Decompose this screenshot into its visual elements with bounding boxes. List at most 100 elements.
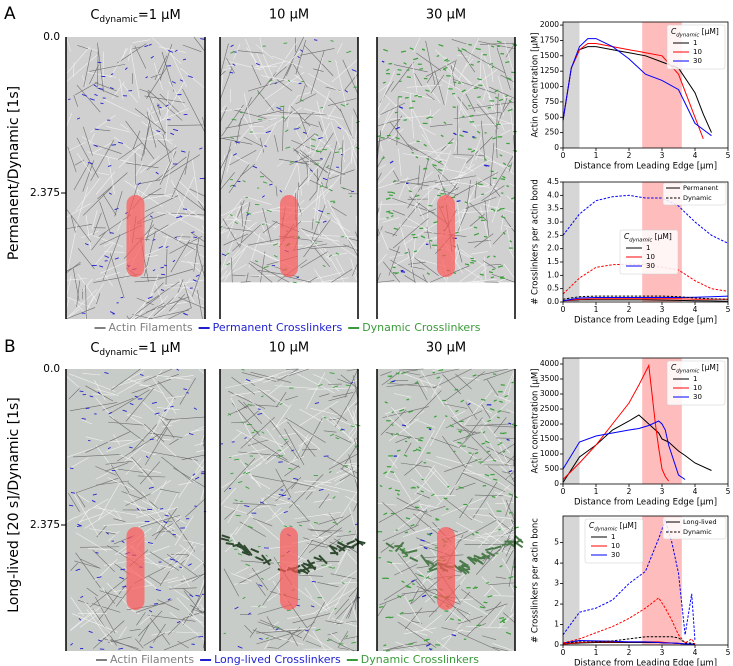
crosslinker [391, 191, 396, 195]
y-tick-label: 2.5 [547, 230, 559, 239]
filament [192, 159, 199, 199]
crosslinker [246, 213, 250, 216]
filament [256, 630, 301, 645]
bundle [425, 559, 435, 566]
y-tick-label: 3000 [540, 389, 559, 398]
filament [146, 147, 177, 171]
filament [125, 457, 142, 475]
filament [142, 106, 168, 117]
crosslinker [262, 181, 268, 184]
filament [185, 498, 206, 518]
crosslinker [100, 102, 104, 105]
filament [335, 434, 352, 443]
filament [339, 474, 351, 482]
filament [168, 556, 189, 572]
filament [353, 501, 359, 512]
filament [131, 458, 154, 485]
filament [79, 512, 106, 522]
filament [457, 615, 483, 625]
filament [125, 493, 151, 506]
series-line [562, 295, 729, 302]
filament [475, 148, 481, 161]
filament [505, 499, 516, 522]
crosslinker [328, 60, 332, 63]
crosslinker [155, 171, 159, 175]
filament [494, 147, 516, 156]
filament [287, 421, 316, 457]
filament [257, 621, 291, 633]
filament [234, 128, 250, 146]
filament [134, 151, 136, 185]
filament [322, 415, 359, 444]
filament [279, 112, 327, 116]
filament [246, 47, 257, 63]
crosslinker [488, 271, 493, 274]
filament [281, 49, 302, 71]
crosslinker [226, 262, 231, 266]
filament [141, 187, 162, 200]
filament [383, 647, 401, 652]
filament [509, 583, 516, 594]
filament [336, 43, 343, 54]
filament [170, 239, 190, 273]
filament [434, 70, 445, 106]
filament [426, 84, 441, 104]
filament [92, 507, 139, 516]
filament [155, 374, 192, 381]
crosslinker [499, 565, 503, 568]
filament [163, 235, 169, 249]
filament [343, 462, 359, 465]
filament [471, 251, 488, 255]
filament [130, 292, 154, 320]
filament [382, 524, 420, 542]
filament [376, 167, 395, 186]
filament [303, 218, 332, 258]
crosslinker [334, 607, 337, 610]
bundle [237, 541, 248, 554]
filament [155, 492, 178, 535]
filament [456, 577, 466, 590]
crosslinker [109, 87, 114, 90]
filament [331, 59, 358, 83]
filament [143, 632, 166, 647]
filament [242, 410, 259, 425]
x-axis-label: Distance from Leading Edge [μm] [574, 659, 717, 666]
filament [403, 627, 437, 635]
filament [414, 578, 436, 604]
filament [95, 504, 122, 521]
filament [498, 444, 516, 479]
crosslinker [379, 606, 384, 608]
crosslinker [237, 553, 243, 556]
filament [305, 234, 355, 238]
filament [65, 307, 96, 320]
label-sub: dynamic [99, 15, 138, 25]
filament [308, 157, 326, 179]
filament [310, 50, 325, 95]
filament [466, 179, 471, 209]
filament [455, 522, 489, 541]
y-axis-label: Actin concentration [μM] [531, 368, 541, 473]
filament [254, 65, 278, 68]
crosslinker [379, 484, 383, 488]
filament [109, 416, 145, 442]
crosslinker [461, 48, 467, 52]
filament [139, 88, 151, 93]
filament [184, 284, 192, 309]
crosslinker [481, 442, 486, 445]
label-sub: dynamic [676, 368, 699, 374]
filament [301, 121, 319, 127]
crosslinker [429, 239, 433, 242]
crosslinker [477, 60, 481, 63]
crosslinker [448, 142, 453, 145]
filament [94, 82, 117, 92]
filament [219, 43, 229, 77]
filament [87, 151, 136, 165]
crosslinker [199, 147, 203, 150]
filament [113, 434, 121, 446]
filament [97, 42, 104, 92]
filament [113, 508, 122, 520]
filament [178, 480, 198, 486]
filament [302, 601, 326, 641]
filament [117, 219, 123, 232]
filament [382, 217, 400, 223]
